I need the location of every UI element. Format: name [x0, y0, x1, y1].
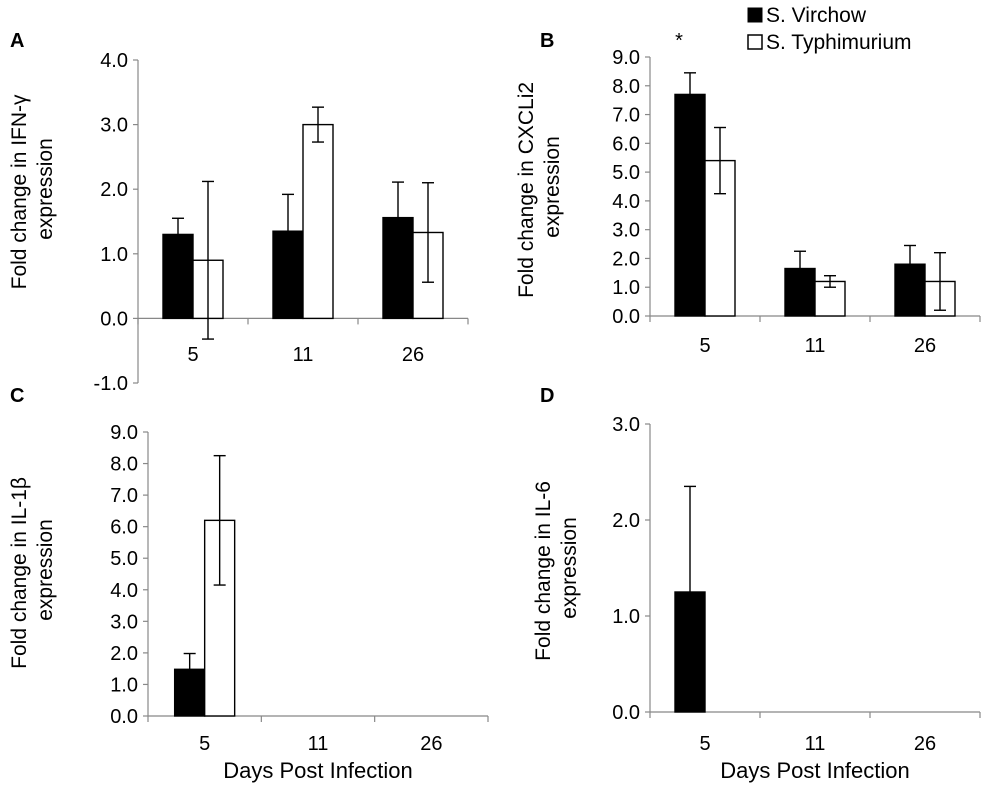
y-axis-label-a: Fold change in IFN-γ expression	[8, 89, 57, 290]
y-tick-label-c: 3.0	[110, 611, 138, 633]
y-axis-label-a-line-2: expression	[34, 138, 57, 240]
y-axis-label-d-line-2: expression	[558, 517, 581, 619]
y-tick-label-c: 1.0	[110, 674, 138, 696]
y-tick-label-a: -1.0	[94, 373, 128, 395]
legend-label-s-virchow: S. Virchow	[766, 4, 867, 27]
panel-b: B Fold change in CXCLi2 expression * 0.0…	[515, 30, 981, 357]
x-tick-label-d: 26	[914, 733, 936, 755]
y-axis-label-b: Fold change in CXCLi2 expression	[515, 76, 564, 298]
x-axis-label-d: Days Post Infection	[720, 758, 910, 783]
y-axis-label-c-line-1: Fold change in IL-1β	[8, 477, 31, 669]
y-tick-label-b: 4.0	[612, 191, 640, 213]
y-tick-label-c: 2.0	[110, 643, 138, 665]
x-tick-label-b: 26	[914, 335, 936, 357]
y-tick-label-d: 2.0	[612, 510, 640, 532]
y-tick-label-a: 3.0	[100, 115, 128, 137]
legend-swatch-s-virchow	[747, 7, 763, 23]
y-axis-label-d-line-1: Fold change in IL-6	[532, 481, 555, 661]
y-tick-label-b: 7.0	[612, 105, 640, 127]
y-tick-label-b: 0.0	[612, 306, 640, 328]
legend-label-s-typhimurium: S. Typhimurium	[766, 31, 912, 54]
panel-a: A Fold change in IFN-γ expression -1.0 0.…	[8, 30, 469, 395]
y-axis-label-d: Fold change in IL-6 expression	[532, 475, 581, 661]
y-tick-label-c: 9.0	[110, 422, 138, 444]
y-tick-label-c: 7.0	[110, 485, 138, 507]
y-tick-label-b: 8.0	[612, 76, 640, 98]
y-tick-label-a: 0.0	[100, 308, 128, 330]
legend: S. Virchow S. Typhimurium	[747, 4, 912, 54]
y-tick-label-b: 3.0	[612, 220, 640, 242]
y-axis-label-c-line-2: expression	[34, 519, 57, 621]
y-tick-label-b: 9.0	[612, 47, 640, 69]
y-axis-label-c: Fold change in IL-1β expression	[8, 471, 57, 669]
x-tick-label-b: 11	[805, 335, 826, 357]
y-tick-label-c: 4.0	[110, 580, 138, 602]
y-tick-label-a: 2.0	[100, 179, 128, 201]
y-tick-label-c: 0.0	[110, 706, 138, 728]
panel-c: C Fold change in IL-1β expression Days P…	[8, 385, 489, 783]
y-tick-label-c: 8.0	[110, 454, 138, 476]
y-tick-label-c: 6.0	[110, 517, 138, 539]
y-tick-label-d: 0.0	[612, 702, 640, 724]
y-tick-label-d: 1.0	[612, 606, 640, 628]
y-tick-label-a: 4.0	[100, 50, 128, 72]
bar-b-s-virchow	[674, 93, 706, 317]
x-tick-label-c: 11	[308, 733, 329, 755]
significance-marker-b: *	[675, 30, 683, 52]
y-axis-label-b-line-2: expression	[541, 136, 564, 238]
legend-swatch-s-typhimurium	[747, 34, 763, 50]
x-tick-label-c: 5	[199, 733, 210, 755]
bar-a-s-typhimurium	[302, 123, 334, 320]
x-tick-label-c: 26	[420, 733, 442, 755]
y-tick-label-b: 6.0	[612, 133, 640, 155]
panel-letter-b: B	[540, 30, 554, 52]
panel-letter-a: A	[10, 30, 24, 52]
panel-d: D Fold change in IL-6 expression Days Po…	[532, 385, 981, 783]
y-tick-label-c: 5.0	[110, 548, 138, 570]
panel-letter-c: C	[10, 385, 24, 407]
y-tick-label-a: 1.0	[100, 244, 128, 266]
y-tick-label-b: 1.0	[612, 277, 640, 299]
y-axis-label-b-line-1: Fold change in CXCLi2	[515, 82, 538, 298]
x-tick-label-a: 5	[187, 344, 198, 366]
y-axis-label-a-line-1: Fold change in IFN-γ	[8, 94, 31, 289]
y-tick-label-b: 2.0	[612, 248, 640, 270]
panel-letter-d: D	[540, 385, 554, 407]
x-tick-label-a: 26	[402, 344, 424, 366]
y-tick-label-b: 5.0	[612, 162, 640, 184]
x-tick-label-a: 11	[293, 344, 314, 366]
x-tick-label-d: 5	[699, 733, 710, 755]
x-tick-label-d: 11	[805, 733, 826, 755]
x-axis-label-c: Days Post Infection	[223, 758, 413, 783]
x-tick-label-b: 5	[699, 335, 710, 357]
y-tick-label-d: 3.0	[612, 414, 640, 436]
